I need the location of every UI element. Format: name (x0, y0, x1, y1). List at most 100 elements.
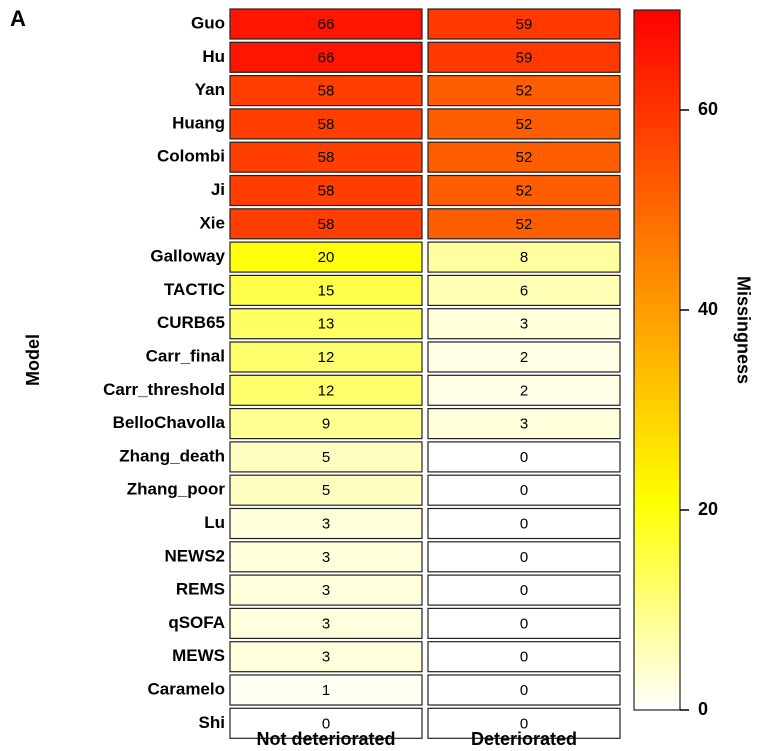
heatmap-cell (229, 707, 423, 739)
heatmap-cell (427, 507, 621, 540)
heatmap-cell (229, 274, 423, 306)
heatmap-cell (427, 707, 621, 739)
colorbar-tick-label: 20 (698, 499, 718, 519)
cell-value: 52 (516, 149, 533, 166)
cell-value: 12 (318, 382, 335, 399)
cell-value: 59 (516, 16, 533, 33)
row-label: Yan (195, 80, 225, 99)
heatmap-cell (229, 541, 423, 573)
row-label: Zhang_death (119, 446, 225, 465)
cell-value: 0 (520, 649, 528, 666)
colorbar-tick-label: 40 (698, 299, 718, 319)
cell-value: 8 (520, 249, 528, 266)
row-label: Huang (172, 113, 225, 132)
heatmap-cell (229, 374, 423, 406)
heatmap-cell (229, 308, 423, 340)
cell-value: 52 (516, 116, 533, 133)
heatmap-cell (427, 174, 621, 207)
cell-value: 2 (520, 349, 528, 366)
heatmap-cell (427, 341, 621, 373)
heatmap-cell (229, 74, 423, 107)
cell-value: 3 (322, 549, 330, 566)
heatmap-cell (229, 674, 423, 706)
heatmap-cell (427, 474, 621, 506)
y-axis-label: Model (23, 334, 43, 386)
colorbar (633, 9, 681, 711)
cell-value: 15 (318, 282, 335, 299)
heatmap-cell (229, 8, 423, 40)
heatmap-cell (427, 674, 621, 706)
heatmap-cell (427, 274, 621, 306)
cell-value: 0 (520, 449, 528, 466)
cell-value: 12 (318, 349, 335, 366)
heatmap-cell (229, 174, 423, 207)
cell-value: 0 (520, 549, 528, 566)
heatmap-cell (427, 374, 621, 406)
heatmap-cell (427, 441, 621, 473)
cell-value: 20 (318, 249, 335, 266)
cell-value: 13 (318, 316, 335, 333)
cell-value: 58 (318, 216, 335, 233)
cell-value: 3 (322, 515, 330, 532)
cell-value: 58 (318, 149, 335, 166)
cell-value: 0 (520, 515, 528, 532)
heatmap-cell (427, 408, 621, 440)
cell-value: 0 (520, 682, 528, 699)
cell-value: 3 (520, 416, 528, 433)
row-label: Ji (211, 180, 225, 199)
heatmap-cell (229, 641, 423, 673)
cell-value: 0 (520, 482, 528, 499)
heatmap-cell (229, 241, 423, 273)
cell-value: 0 (520, 615, 528, 632)
row-label: Caramelo (148, 679, 225, 698)
cell-value: 6 (520, 282, 528, 299)
heatmap-cell (427, 108, 621, 140)
cell-value: 2 (520, 382, 528, 399)
heatmap-cell (229, 507, 423, 540)
cell-value: 9 (322, 416, 330, 433)
heatmap-cell (229, 208, 423, 240)
cell-value: 58 (318, 83, 335, 100)
colorbar-tick-label: 60 (698, 99, 718, 119)
row-label: REMS (176, 580, 225, 599)
row-label: Carr_final (146, 346, 225, 365)
heatmap-cell (427, 241, 621, 273)
cell-value: 3 (322, 582, 330, 599)
row-label: Shi (199, 713, 225, 732)
cell-value: 1 (322, 682, 330, 699)
cell-value: 59 (516, 49, 533, 66)
cell-value: 5 (322, 482, 330, 499)
heatmap-cell (427, 141, 621, 173)
cell-value: 58 (318, 116, 335, 133)
row-label: TACTIC (164, 280, 225, 299)
cell-value: 52 (516, 182, 533, 199)
heatmap-cell (229, 408, 423, 440)
heatmap-cell (229, 441, 423, 473)
cell-value: 0 (520, 715, 528, 732)
row-label: Lu (204, 513, 225, 532)
heatmap-cell (427, 641, 621, 673)
heatmap-cell (229, 341, 423, 373)
row-label: Hu (202, 47, 225, 66)
row-label: Carr_threshold (103, 380, 225, 399)
row-label: Galloway (150, 247, 225, 266)
row-label: Zhang_poor (127, 480, 226, 499)
heatmap-cell (427, 74, 621, 107)
heatmap-cell (427, 574, 621, 606)
panel-label: A (10, 6, 26, 31)
heatmap-cell (229, 41, 423, 73)
heatmap-cell (229, 474, 423, 506)
heatmap-cell (229, 574, 423, 606)
heatmap-cell (427, 8, 621, 40)
cell-value: 3 (520, 316, 528, 333)
row-label: CURB65 (157, 313, 225, 332)
row-label: Colombi (157, 147, 225, 166)
cell-value: 52 (516, 83, 533, 100)
column-label: Deteriorated (471, 729, 577, 749)
cell-value: 58 (318, 182, 335, 199)
heatmap-cell (427, 208, 621, 240)
cell-value: 52 (516, 216, 533, 233)
heatmap-cell (427, 607, 621, 640)
colorbar-label: Missingness (733, 276, 753, 384)
